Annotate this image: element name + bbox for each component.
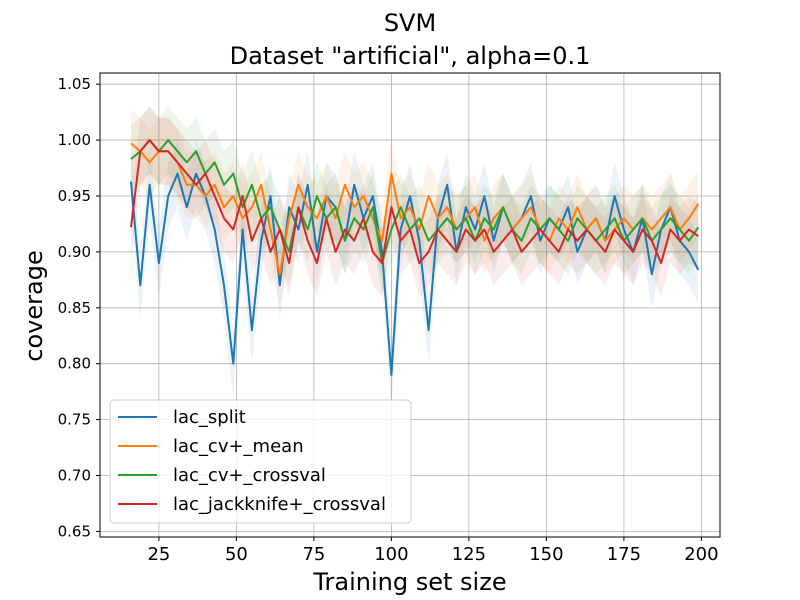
legend-entry-label: lac_jackknife+_crossval — [173, 494, 386, 515]
y-tick-label: 0.95 — [58, 187, 91, 205]
y-tick-label: 0.90 — [58, 243, 91, 261]
series-line-lac_jackknife+_crossval — [130, 139, 699, 265]
series-line-lac_cv+_crossval — [130, 139, 700, 265]
y-tick-label: 0.65 — [58, 522, 91, 540]
x-tick-label: 25 — [147, 544, 170, 565]
x-tick-label: 75 — [302, 544, 325, 565]
x-tick-label: 100 — [374, 544, 408, 565]
band-lac_cv+_mean — [131, 109, 699, 308]
plot-frame — [99, 72, 721, 538]
y-tick-label: 1.05 — [58, 75, 91, 93]
y-tick-label: 0.85 — [58, 299, 91, 317]
y-tick-label: 0.70 — [58, 467, 91, 485]
x-tick-label: 125 — [452, 544, 486, 565]
legend-entry-label: lac_cv+_crossval — [173, 465, 326, 486]
y-tick-label: 0.80 — [58, 355, 91, 373]
y-axis-label: coverage — [20, 250, 48, 361]
chart-subtitle: Dataset "artificial", alpha=0.1 — [230, 42, 591, 70]
legend: lac_split lac_cv+_mean lac_cv+_crossvallac… — [109, 399, 412, 524]
legend-entry-label: lac_cv+_mean — [173, 436, 304, 457]
y-tick-label: 1.00 — [58, 131, 91, 149]
axis-ticks: 25 50 75 100 125 150 175 200 0.65 0.70 0.75 0.80 0.8… — [58, 75, 719, 565]
chart-title: SVM — [384, 9, 436, 37]
legend-box — [109, 399, 412, 524]
y-tick-label: 0.75 — [58, 411, 91, 429]
x-axis-label: Training set size — [312, 568, 506, 596]
legend-entry-label: lac_split — [173, 407, 246, 428]
x-tick-label: 50 — [225, 544, 248, 565]
confidence-bands — [131, 106, 699, 409]
band-lac_split — [131, 140, 699, 409]
series-line-lac_cv+_mean — [130, 142, 700, 276]
series-lines — [130, 139, 700, 376]
x-tick-label: 150 — [529, 544, 563, 565]
x-tick-label: 200 — [684, 544, 718, 565]
x-tick-label: 175 — [607, 544, 641, 565]
